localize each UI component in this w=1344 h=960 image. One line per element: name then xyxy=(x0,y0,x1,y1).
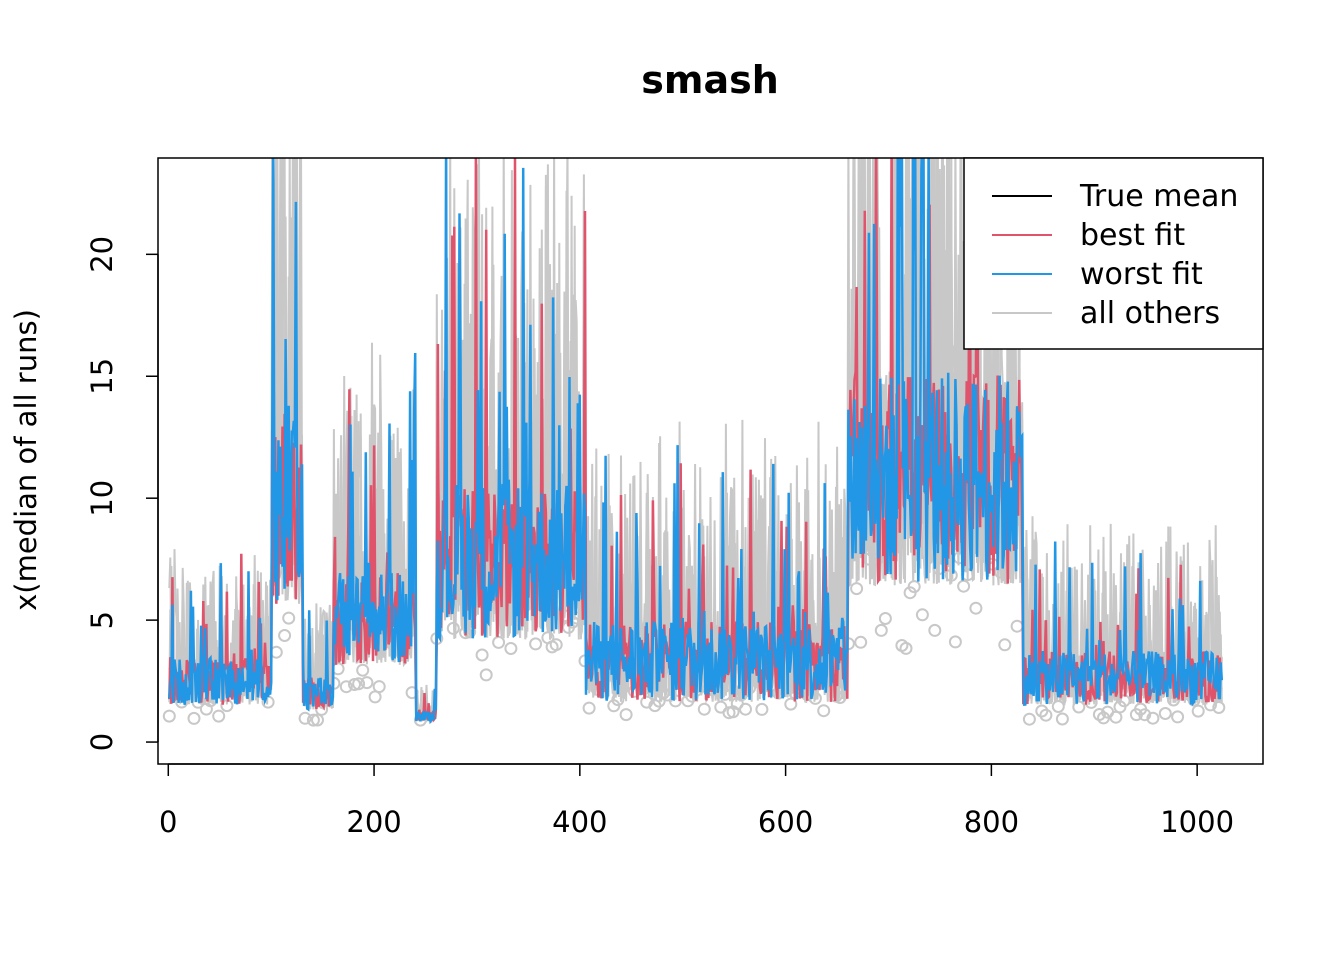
all-others-point xyxy=(1191,704,1205,718)
all-others-point xyxy=(1212,701,1226,714)
all-others-point xyxy=(619,708,633,722)
all-others-point xyxy=(311,713,324,727)
all-others-point xyxy=(339,680,353,694)
all-others-point xyxy=(1039,708,1053,722)
worst-fit-line xyxy=(168,158,1224,725)
y-tick-label: 0 xyxy=(85,733,119,751)
y-tick-label: 5 xyxy=(85,611,119,629)
all-others-point xyxy=(492,635,506,649)
all-others-point xyxy=(932,562,946,576)
all-others-point xyxy=(1022,712,1036,726)
all-others-point xyxy=(306,713,320,727)
worst-fit-series xyxy=(168,158,1224,725)
all-others-point xyxy=(529,637,543,651)
y-axis-label: x(median of all runs) xyxy=(9,309,43,611)
all-others-point xyxy=(1072,700,1086,714)
legend: True mean best fit worst fit all others xyxy=(963,157,1264,350)
legend-label: worst fit xyxy=(1080,257,1203,292)
all-others-point xyxy=(479,668,493,682)
all-others-point xyxy=(372,680,386,694)
all-others-point xyxy=(278,629,292,642)
all-others-point xyxy=(356,663,370,677)
all-others-point xyxy=(298,711,312,725)
all-others-point xyxy=(282,611,296,625)
all-others-point xyxy=(899,641,913,655)
all-others-point xyxy=(582,701,596,715)
legend-label: True mean xyxy=(1079,179,1238,214)
x-tick-label: 200 xyxy=(346,805,401,839)
all-others-point xyxy=(1051,700,1065,713)
all-others-point xyxy=(874,623,888,637)
all-others-point xyxy=(697,702,711,716)
all-others-point xyxy=(907,580,921,594)
all-others-point xyxy=(1138,708,1152,722)
all-others-point xyxy=(187,711,201,725)
y-tick-label: 10 xyxy=(85,480,119,517)
all-others-point xyxy=(718,687,732,701)
all-others-point xyxy=(850,582,864,596)
all-others-point xyxy=(1055,712,1069,726)
all-others-point xyxy=(998,638,1012,652)
all-others-point xyxy=(504,642,518,655)
all-others-point xyxy=(969,601,983,615)
all-others-point xyxy=(615,682,629,696)
all-others-point xyxy=(463,625,477,639)
x-tick-label: 400 xyxy=(552,805,607,839)
all-others-point xyxy=(162,709,176,723)
all-others-point xyxy=(808,691,822,705)
all-others-point xyxy=(1010,619,1024,633)
x-tick-label: 0 xyxy=(159,805,177,839)
all-others-point xyxy=(957,579,971,593)
x-tick-label: 600 xyxy=(758,805,813,839)
legend-box xyxy=(963,157,1264,350)
x-axis: 0 200 400 600 800 1000 xyxy=(159,763,1234,839)
all-others-point xyxy=(854,635,868,649)
all-others-point xyxy=(549,638,563,652)
chart-title: smash xyxy=(641,58,779,102)
all-others-point xyxy=(915,608,929,622)
all-others-point xyxy=(878,612,892,625)
x-tick-label: 1000 xyxy=(1160,805,1234,839)
all-others-point xyxy=(994,565,1008,579)
x-tick-label: 800 xyxy=(964,805,1019,839)
all-others-point xyxy=(817,704,831,718)
all-others-point xyxy=(755,702,769,716)
all-others-point xyxy=(640,695,654,709)
all-others-point xyxy=(784,697,798,711)
all-others-point xyxy=(928,623,942,637)
all-others-point xyxy=(475,648,489,662)
legend-label: best fit xyxy=(1080,218,1185,253)
all-others-point xyxy=(1035,704,1049,718)
all-others-point xyxy=(734,688,748,702)
all-others-point xyxy=(944,568,958,582)
y-tick-label: 15 xyxy=(85,358,119,395)
all-others-point xyxy=(1146,711,1160,725)
all-others-point xyxy=(352,677,366,691)
all-others-point xyxy=(669,694,682,708)
y-axis: 0 5 10 15 20 xyxy=(85,236,159,751)
all-others-point xyxy=(405,686,419,700)
all-others-point xyxy=(1158,707,1172,720)
all-others-line xyxy=(168,158,1223,722)
all-others-point xyxy=(1204,698,1217,712)
y-tick-label: 20 xyxy=(85,236,119,273)
all-others-point xyxy=(948,635,962,649)
all-others-point xyxy=(212,709,226,723)
all-others-point xyxy=(739,702,752,716)
legend-label: all others xyxy=(1080,296,1220,331)
all-others-point xyxy=(1171,710,1185,724)
all-others-point xyxy=(446,621,460,635)
all-others-point xyxy=(360,676,374,690)
